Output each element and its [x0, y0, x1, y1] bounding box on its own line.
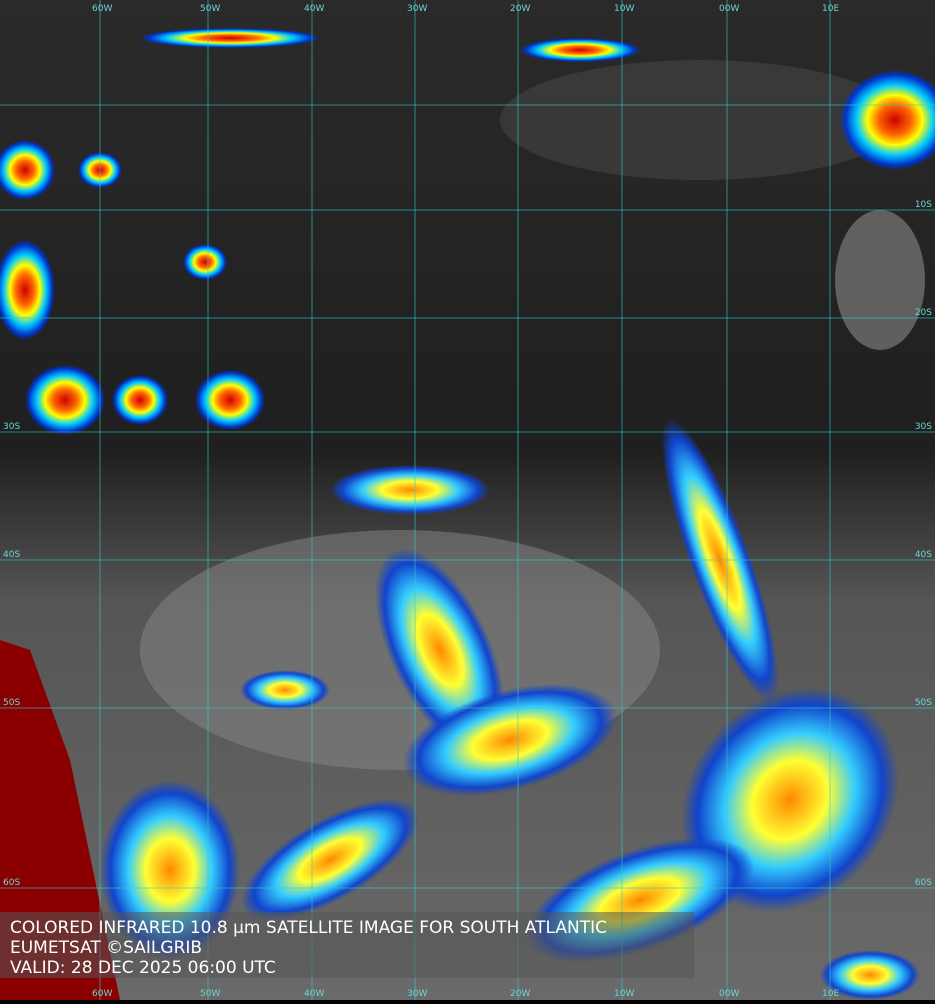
latitude-label: 20S — [915, 308, 932, 318]
longitude-label: 40W — [304, 989, 324, 999]
longitude-label: 10W — [614, 4, 634, 14]
caption-line: COLORED INFRARED 10.8 µm SATELLITE IMAGE… — [10, 918, 607, 938]
clouds — [0, 28, 935, 1000]
longitude-label: 60W — [92, 989, 112, 999]
latitude-label: 10S — [915, 200, 932, 210]
latitude-label: 50S — [915, 698, 932, 708]
latitude-label: 50S — [3, 698, 20, 708]
longitude-label: 20W — [510, 4, 530, 14]
latitude-label: 60S — [915, 878, 932, 888]
latitude-label: 30S — [3, 422, 20, 432]
latitude-label: 30S — [915, 422, 932, 432]
longitude-label: 00W — [719, 989, 739, 999]
latitude-label: 40S — [3, 550, 20, 560]
longitude-label: 10W — [614, 989, 634, 999]
longitude-label: 50W — [200, 4, 220, 14]
longitude-label: 00W — [719, 4, 739, 14]
caption-line: EUMETSAT ©SAILGRIB — [10, 938, 202, 958]
longitude-label: 10E — [822, 4, 839, 14]
longitude-label: 60W — [92, 4, 112, 14]
longitude-label: 40W — [304, 4, 324, 14]
latitude-label: 60S — [3, 878, 20, 888]
longitude-label: 50W — [200, 989, 220, 999]
caption-box — [0, 912, 694, 978]
longitude-label: 20W — [510, 989, 530, 999]
caption-line: VALID: 28 DEC 2025 06:00 UTC — [10, 958, 276, 978]
longitude-label: 10E — [822, 989, 839, 999]
longitude-label: 30W — [407, 989, 427, 999]
longitude-label: 30W — [407, 4, 427, 14]
latitude-label: 40S — [915, 550, 932, 560]
limb-band — [0, 640, 120, 1000]
